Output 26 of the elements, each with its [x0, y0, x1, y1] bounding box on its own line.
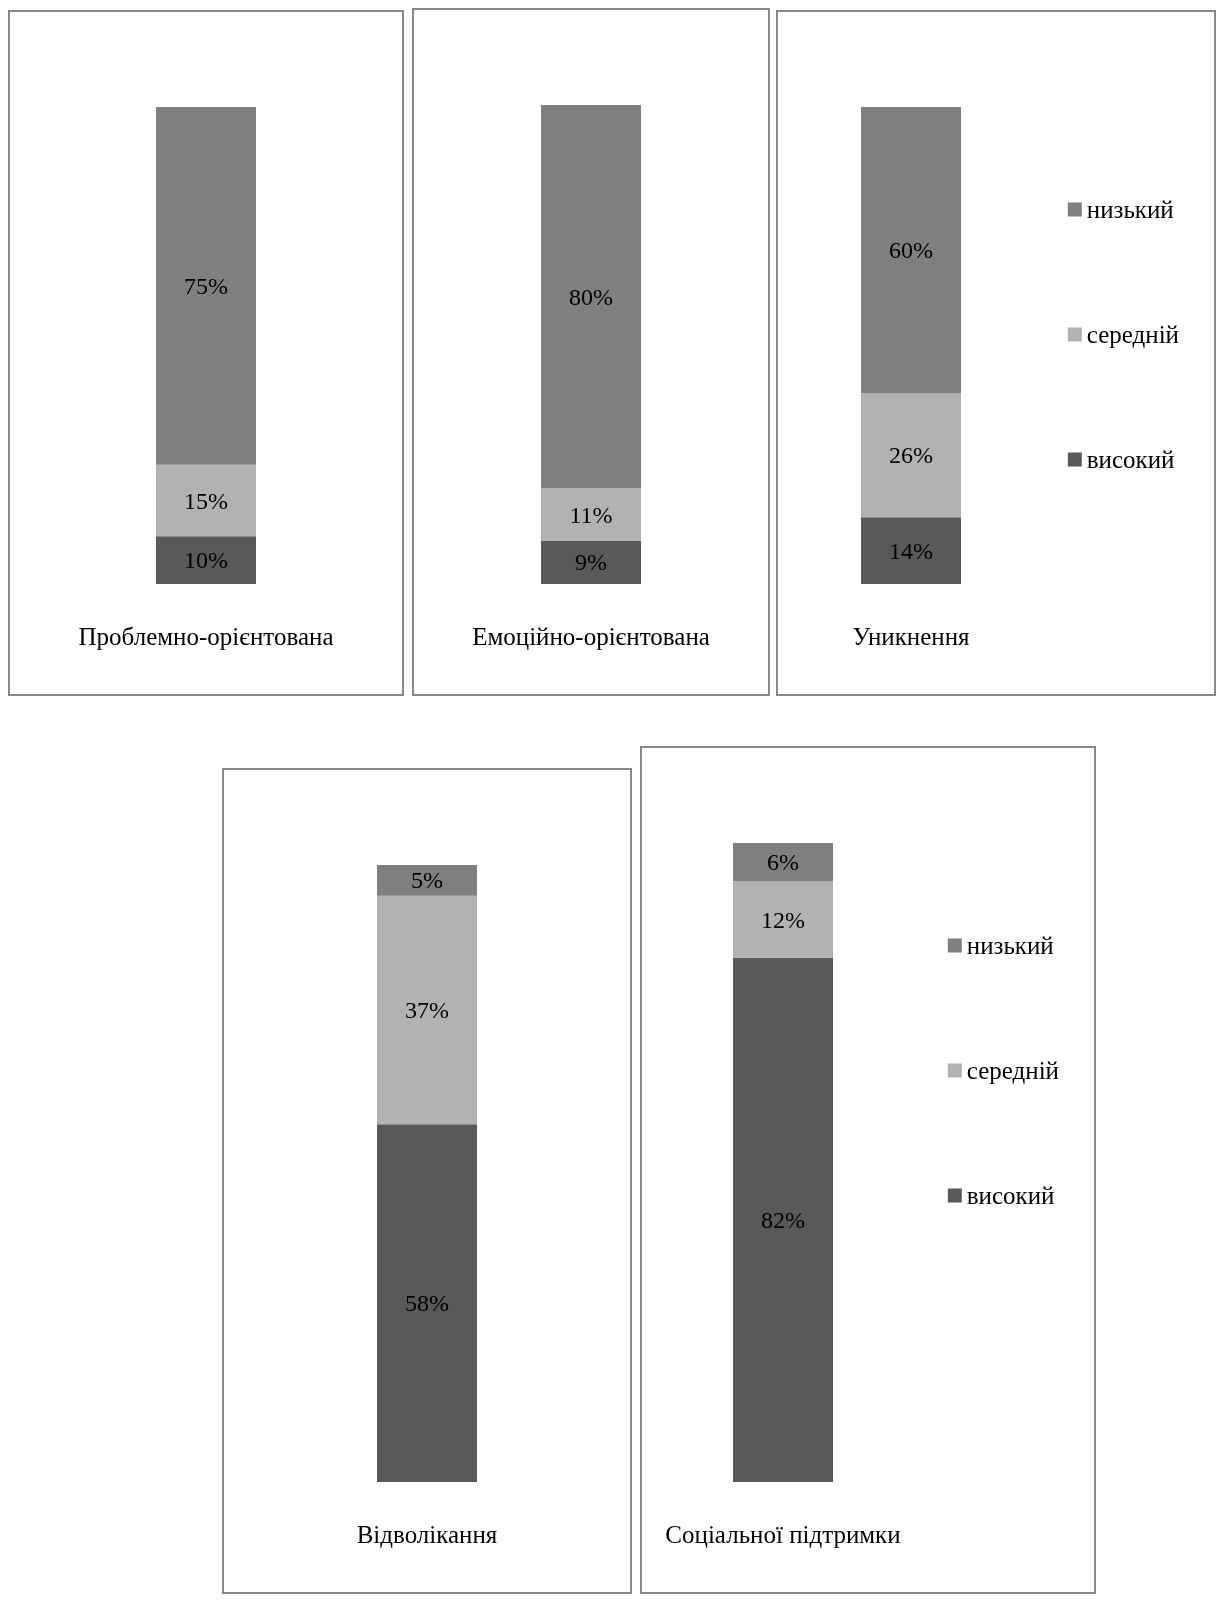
data-label: 60%: [889, 237, 933, 264]
data-label: 26%: [889, 442, 933, 469]
data-label: 82%: [761, 1207, 805, 1234]
legend-label: низький: [1086, 196, 1174, 223]
data-label: 15%: [184, 487, 228, 514]
legend-label: високий: [1086, 446, 1175, 473]
legend-label: середній: [966, 1057, 1059, 1084]
x-tick-label: Проблемно-орієнтована: [78, 623, 334, 650]
data-label: 58%: [405, 1290, 449, 1317]
x-tick-label: Відволікання: [356, 1521, 498, 1548]
data-label: 9%: [575, 549, 607, 576]
legend-label: високий: [966, 1182, 1055, 1209]
data-label: 37%: [405, 996, 449, 1023]
x-tick-label: Соціальної підтримки: [665, 1521, 901, 1548]
data-label: 11%: [569, 501, 613, 528]
data-label: 75%: [184, 272, 228, 299]
legend-label: низький: [966, 932, 1054, 959]
data-label: 80%: [569, 283, 613, 310]
data-label: 10%: [184, 547, 228, 574]
data-label: 5%: [411, 867, 443, 894]
data-label: 6%: [767, 849, 799, 876]
x-tick-label: Уникнення: [852, 623, 971, 650]
legend-label: середній: [1086, 321, 1179, 348]
data-label: 14%: [889, 537, 933, 564]
x-tick-label: Емоційно-орієнтована: [472, 623, 710, 650]
data-label: 12%: [761, 906, 805, 933]
